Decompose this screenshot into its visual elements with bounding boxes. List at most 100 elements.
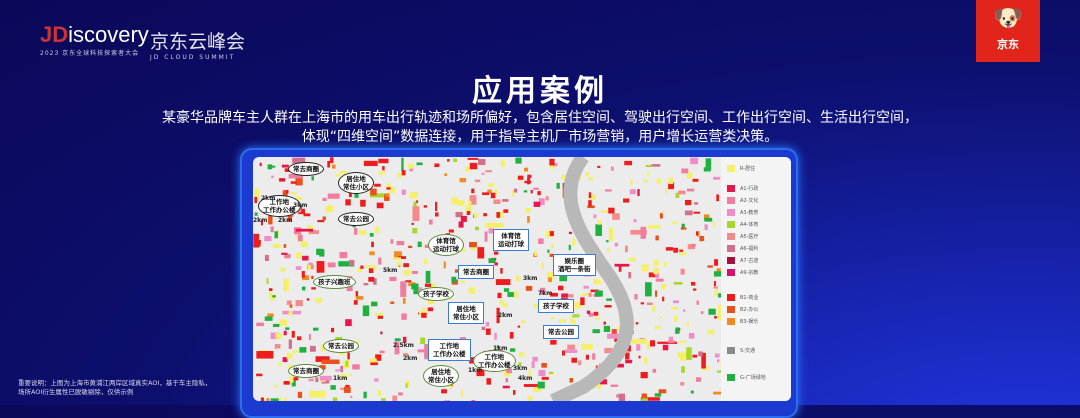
land-parcel (465, 167, 469, 172)
land-parcel (693, 355, 698, 358)
summit-en: JD CLOUD SUMMIT (150, 54, 245, 61)
land-parcel (629, 258, 636, 262)
land-parcel (370, 362, 378, 365)
land-parcel (461, 216, 467, 222)
map-callout: 工作地 工作办公楼 (428, 339, 471, 361)
land-parcel (538, 382, 545, 389)
land-parcel (302, 256, 308, 261)
map-callout: 居住地 常住小区 (448, 302, 484, 324)
land-parcel (289, 311, 293, 315)
land-parcel (296, 252, 301, 258)
land-parcel (468, 158, 479, 160)
land-parcel (655, 326, 661, 329)
land-parcel (298, 235, 303, 242)
land-parcel (344, 387, 351, 393)
legend-label: S-交通 (740, 347, 755, 354)
land-parcel (477, 247, 484, 258)
land-parcel (412, 271, 418, 274)
land-parcel (301, 241, 308, 247)
legend-item: A9-宗教 (727, 269, 758, 276)
land-parcel (715, 289, 718, 296)
distance-label: 2.5km (393, 342, 414, 349)
land-parcel (507, 292, 513, 297)
land-parcel (302, 287, 305, 291)
land-parcel (400, 281, 406, 297)
land-parcel (550, 231, 554, 236)
land-parcel (595, 290, 603, 296)
land-parcel (378, 390, 381, 395)
land-parcel (304, 213, 311, 216)
distance-label: 2km (498, 312, 512, 319)
land-parcel (496, 212, 500, 218)
land-parcel (671, 307, 678, 310)
land-parcel (354, 300, 358, 305)
land-parcel (378, 159, 388, 164)
land-parcel (369, 251, 374, 255)
land-parcel (644, 179, 649, 182)
land-parcel (501, 160, 505, 166)
land-parcel (652, 306, 656, 312)
land-parcel (424, 259, 427, 264)
land-parcel (272, 295, 276, 297)
land-parcel (510, 348, 515, 351)
land-parcel (416, 163, 422, 166)
map-callout: 常去商圈 (288, 162, 324, 176)
land-parcel (382, 166, 384, 170)
land-parcel (285, 327, 289, 330)
land-parcel (636, 344, 640, 350)
land-parcel (687, 189, 694, 192)
land-parcel (679, 252, 686, 255)
distance-label: 2km (253, 217, 267, 224)
land-parcel (512, 190, 514, 196)
distance-label: 7km (538, 290, 552, 297)
land-parcel (412, 228, 417, 233)
land-parcel (426, 271, 431, 283)
land-parcel (527, 216, 530, 223)
land-parcel (408, 246, 412, 248)
land-parcel (609, 227, 613, 241)
land-parcel (475, 227, 479, 231)
land-parcel (580, 297, 584, 305)
land-parcel (548, 277, 552, 282)
description: 某豪华品牌车主人群在上海市的用车出行轨迹和场所偏好，包含居住空间、驾驶出行空间、… (0, 109, 1080, 147)
land-parcel (398, 392, 403, 395)
land-parcel (538, 370, 545, 376)
land-parcel (299, 347, 306, 353)
distance-label: 3km (293, 202, 307, 209)
land-parcel (281, 253, 287, 255)
legend-item: S-交通 (727, 347, 755, 354)
land-parcel (647, 171, 649, 176)
land-parcel (687, 322, 690, 326)
land-parcel (350, 396, 352, 398)
land-parcel (363, 392, 366, 399)
land-parcel (420, 338, 425, 344)
land-parcel (395, 338, 401, 341)
land-parcel (636, 322, 639, 324)
land-parcel (501, 303, 508, 306)
land-parcel (689, 333, 694, 339)
logo-word: iscovery (68, 22, 149, 47)
land-parcel (370, 233, 374, 237)
land-parcel (663, 345, 669, 351)
distance-label: 5km (383, 267, 397, 274)
land-parcel (274, 231, 277, 238)
legend-label: G-广场绿地 (740, 374, 766, 381)
land-parcel (524, 384, 538, 387)
legend-label: A7-古迹 (740, 257, 758, 264)
land-parcel (423, 307, 426, 311)
land-parcel (377, 203, 384, 209)
land-parcel (588, 177, 594, 180)
land-parcel (504, 288, 509, 292)
land-parcel (469, 242, 477, 247)
land-parcel (532, 357, 537, 362)
land-parcel (309, 391, 325, 398)
land-parcel (284, 381, 290, 385)
land-parcel (668, 340, 675, 343)
distance-label: 1km (493, 345, 507, 352)
land-parcel (390, 187, 395, 193)
land-parcel (521, 320, 526, 323)
land-parcel (307, 298, 309, 300)
land-parcel (641, 372, 648, 378)
land-parcel (701, 311, 704, 314)
land-parcel (494, 333, 496, 340)
